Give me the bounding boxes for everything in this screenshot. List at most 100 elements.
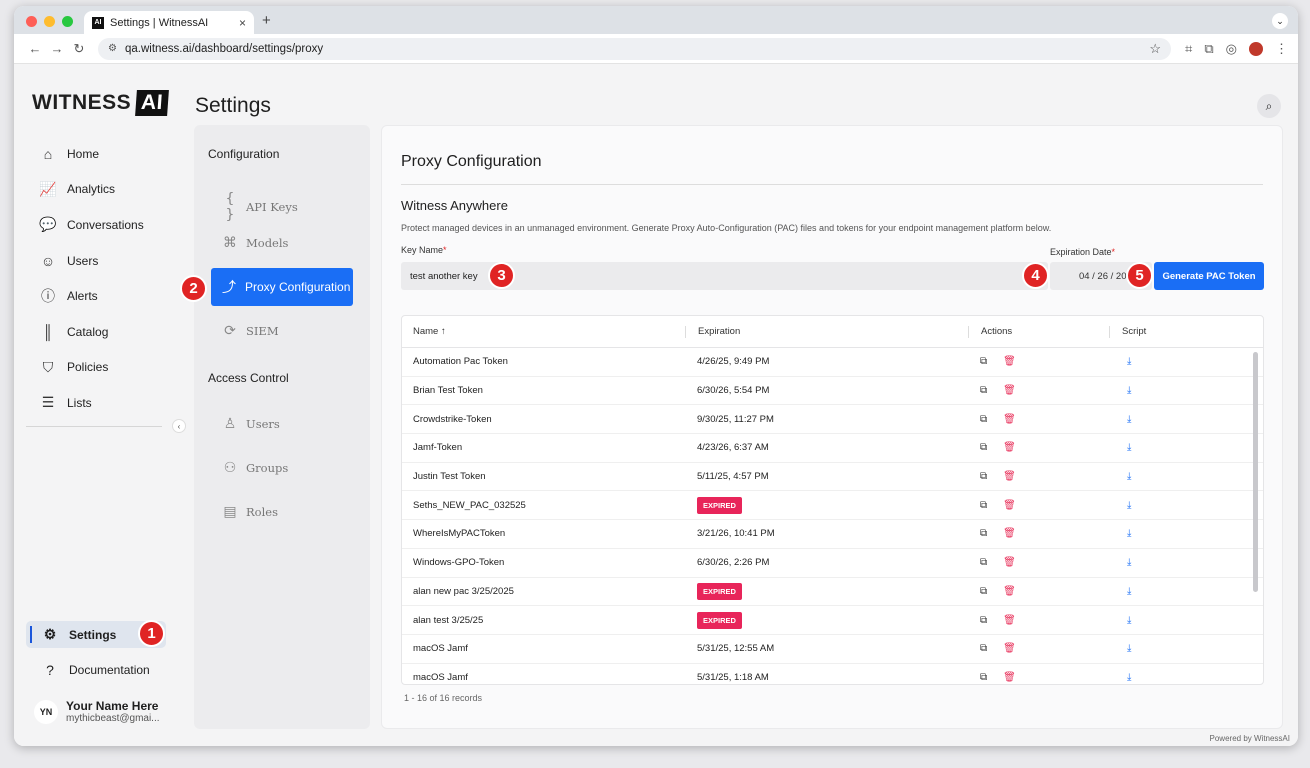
subnav-item-users[interactable]: ♙ Users <box>220 416 280 432</box>
download-icon[interactable]: ⤓ <box>1127 442 1132 454</box>
name-cell: macOS Jamf <box>413 671 468 683</box>
download-icon[interactable]: ⤓ <box>1127 643 1132 655</box>
sidebar-item-lists[interactable]: ☰ Lists <box>24 385 170 421</box>
sidebar: WITNESS AI ⌂ Home 📈 Analytics 💬 Conversatio… <box>14 64 178 746</box>
collapse-sidebar-button[interactable]: ‹ <box>172 419 186 433</box>
extension-icon[interactable]: ◎ <box>1225 40 1237 56</box>
minimize-window-button[interactable] <box>44 16 55 27</box>
expiration-cell: 5/31/25, 12:55 AM <box>685 643 968 654</box>
copy-icon[interactable]: ⧉ <box>980 557 988 569</box>
column-header-expiration[interactable]: Expiration <box>685 325 968 338</box>
extensions-icon[interactable]: ⧉ <box>1204 40 1214 56</box>
close-window-button[interactable] <box>26 16 37 27</box>
trash-icon[interactable]: 🗑 <box>1003 356 1016 368</box>
download-icon[interactable]: ⤓ <box>1127 585 1132 597</box>
url-text: qa.witness.ai/dashboard/settings/proxy <box>124 42 324 55</box>
subnav-item-roles[interactable]: ▤ Roles <box>220 504 278 520</box>
generate-pac-token-button[interactable]: Generate PAC Token <box>1154 262 1264 290</box>
trash-icon[interactable]: 🗑 <box>1003 471 1016 483</box>
back-icon[interactable]: ← <box>28 41 42 56</box>
name-cell: Justin Test Token <box>413 471 486 483</box>
download-icon[interactable]: ⤓ <box>1127 356 1132 368</box>
column-header-script: Script <box>1109 325 1249 338</box>
expiration-cell: EXPIRED <box>685 582 968 600</box>
url-field[interactable]: ⚙ qa.witness.ai/dashboard/settings/proxy… <box>98 37 1172 60</box>
site-info-icon[interactable]: ⚙ <box>108 43 117 54</box>
subnav-item-models[interactable]: ⌘ Models <box>220 235 288 251</box>
sidebar-item-catalog[interactable]: ║ Catalog <box>24 314 170 350</box>
sidebar-item-conversations[interactable]: 💬 Conversations <box>24 207 170 243</box>
script-cell: ⤓ <box>1109 385 1249 396</box>
actions-cell: ⧉ 🗑 <box>968 385 1109 396</box>
subnav-item-siem[interactable]: ⟳ SIEM <box>220 323 279 339</box>
expiration-cell-text: 5/11/25, 4:57 PM <box>697 471 769 483</box>
download-icon[interactable]: ⤓ <box>1127 614 1132 626</box>
screenshot-icon[interactable]: ⌗ <box>1185 40 1193 56</box>
trash-icon[interactable]: 🗑 <box>1003 442 1016 454</box>
copy-icon[interactable]: ⧉ <box>980 442 988 454</box>
expiration-cell-text: 4/26/25, 9:49 PM <box>697 356 770 368</box>
subnav-item-label: SIEM <box>246 324 279 338</box>
copy-icon[interactable]: ⧉ <box>980 471 988 483</box>
sidebar-item-users[interactable]: ☺ Users <box>24 243 170 279</box>
tab-strip: AI Settings | WitnessAI × + ⌄ <box>14 6 1298 34</box>
sidebar-item-policies[interactable]: ⛉ Policies <box>24 350 170 386</box>
tab-title: Settings | WitnessAI <box>110 16 209 29</box>
sidebar-item-home[interactable]: ⌂ Home <box>24 136 170 172</box>
trash-icon[interactable]: 🗑 <box>1003 413 1016 425</box>
new-tab-icon[interactable]: + <box>262 12 271 29</box>
copy-icon[interactable]: ⧉ <box>980 614 988 626</box>
column-header-name[interactable]: Name ↑ <box>413 326 446 337</box>
subnav-item-groups[interactable]: ⚇ Groups <box>220 460 289 476</box>
download-icon[interactable]: ⤓ <box>1127 499 1132 511</box>
expired-badge: EXPIRED <box>697 582 742 600</box>
download-icon[interactable]: ⤓ <box>1127 528 1132 540</box>
trash-icon[interactable]: 🗑 <box>1003 385 1016 397</box>
browser-menu-icon[interactable]: ⋮ <box>1275 40 1288 56</box>
trash-icon[interactable]: 🗑 <box>1003 557 1016 569</box>
maximize-window-button[interactable] <box>62 16 73 27</box>
trash-icon[interactable]: 🗑 <box>1003 499 1016 511</box>
copy-icon[interactable]: ⧉ <box>980 356 988 368</box>
profile-avatar-icon[interactable] <box>1249 41 1263 56</box>
reload-icon[interactable]: ↻ <box>73 40 85 56</box>
script-cell: ⤓ <box>1109 528 1249 539</box>
script-cell: ⤓ <box>1109 615 1249 626</box>
trash-icon[interactable]: 🗑 <box>1003 671 1016 683</box>
sidebar-item-documentation[interactable]: ? Documentation <box>26 656 150 683</box>
sidebar-item-label: Lists <box>67 395 92 410</box>
user-icon: ♙ <box>223 416 237 432</box>
copy-icon[interactable]: ⧉ <box>980 499 988 511</box>
sidebar-item-alerts[interactable]: ⓘ Alerts <box>24 278 170 314</box>
download-icon[interactable]: ⤓ <box>1127 671 1132 683</box>
table-row: alan test 3/25/25 EXPIRED ⧉ 🗑 ⤓ <box>402 606 1263 635</box>
copy-icon[interactable]: ⧉ <box>980 413 988 425</box>
copy-icon[interactable]: ⧉ <box>980 585 988 597</box>
close-tab-icon[interactable]: × <box>238 15 246 30</box>
sidebar-nav: ⌂ Home 📈 Analytics 💬 Conversations ☺ Users ⓘ… <box>24 136 170 421</box>
subnav-item-api-keys[interactable]: { } API Keys <box>220 191 298 223</box>
copy-icon[interactable]: ⧉ <box>980 528 988 540</box>
search-icon[interactable]: ⌕ <box>1257 94 1281 118</box>
download-icon[interactable]: ⤓ <box>1127 413 1132 425</box>
copy-icon[interactable]: ⧉ <box>980 385 988 397</box>
table-scrollbar[interactable] <box>1253 352 1258 592</box>
subnav-item-proxy-configuration[interactable]: ⤴ Proxy Configuration <box>211 268 353 306</box>
trash-icon[interactable]: 🗑 <box>1003 528 1016 540</box>
bookmark-star-icon[interactable]: ☆ <box>1149 40 1162 56</box>
download-icon[interactable]: ⤓ <box>1127 471 1132 483</box>
browser-tab[interactable]: AI Settings | WitnessAI × <box>84 11 254 34</box>
user-profile[interactable]: YN Your Name Here mythicbeast@gmai... <box>34 699 160 724</box>
forward-icon[interactable]: → <box>50 41 64 56</box>
trash-icon[interactable]: 🗑 <box>1003 585 1016 597</box>
copy-icon[interactable]: ⧉ <box>980 671 988 683</box>
tab-search-icon[interactable]: ⌄ <box>1272 13 1288 29</box>
sidebar-item-analytics[interactable]: 📈 Analytics <box>24 172 170 208</box>
download-icon[interactable]: ⤓ <box>1127 557 1132 569</box>
copy-icon[interactable]: ⧉ <box>980 643 988 655</box>
trash-icon[interactable]: 🗑 <box>1003 614 1016 626</box>
sidebar-item-label: Users <box>67 253 99 268</box>
download-icon[interactable]: ⤓ <box>1127 385 1132 397</box>
expiration-cell-text: 5/31/25, 1:18 AM <box>697 671 769 683</box>
trash-icon[interactable]: 🗑 <box>1003 643 1016 655</box>
